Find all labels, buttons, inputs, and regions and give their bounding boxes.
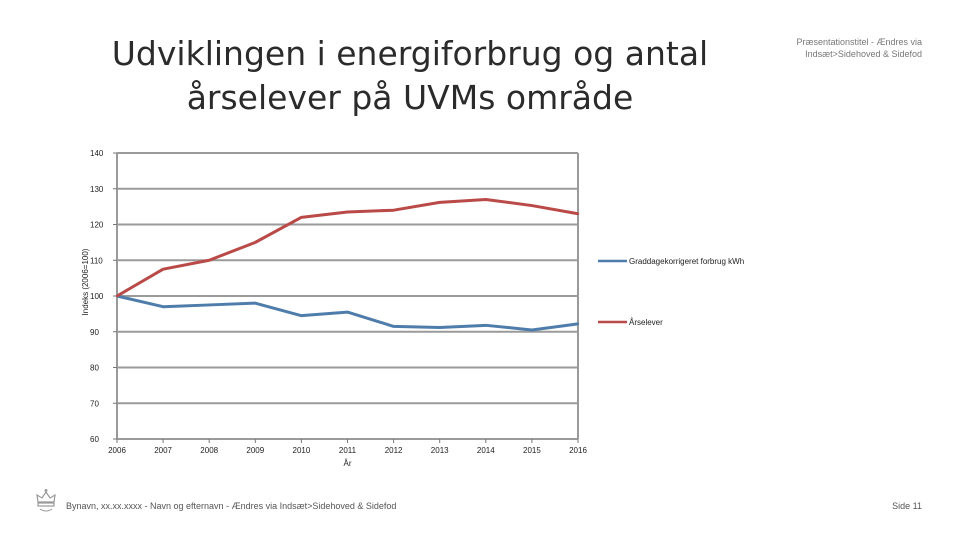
y-tick-label: 90 <box>90 328 99 337</box>
data-point <box>208 259 211 262</box>
header-note-line2: Indsæt>Sidehoved & Sidefod <box>805 49 922 59</box>
x-tick-label: 2013 <box>431 446 449 455</box>
x-tick-label: 2008 <box>200 446 218 455</box>
data-point <box>208 303 211 307</box>
header-note: Præsentationstitel - Ændres via Indsæt>S… <box>742 36 922 60</box>
page-number: Side 11 <box>892 501 922 511</box>
x-tick-label: 2011 <box>339 446 357 455</box>
chart-grid <box>116 152 579 440</box>
data-point <box>161 267 165 271</box>
slide-title-line1: Udviklingen i energiforbrug og antal <box>111 34 709 73</box>
data-point <box>300 314 303 317</box>
x-axis-title: År <box>344 459 352 468</box>
chart-axes: 60 70 80 90 100 110 120 130 140 2006 2007 2008 2009 2… <box>90 149 587 455</box>
x-tick-label: 2014 <box>477 446 495 455</box>
data-point <box>438 201 441 204</box>
crown-icon <box>36 489 56 512</box>
data-point <box>346 310 349 314</box>
data-point <box>484 198 487 201</box>
y-tick-label: 140 <box>90 149 104 158</box>
y-tick-label: 120 <box>90 221 104 230</box>
y-tick-label: 80 <box>90 364 99 373</box>
x-tick-label: 2010 <box>293 446 311 455</box>
footer-text: Bynavn, xx.xx.xxxx - Navn og efternavn -… <box>66 501 397 511</box>
data-point <box>161 305 165 308</box>
data-point <box>392 325 395 328</box>
legend-label-0: Graddagekorrigeret forbrug kWh <box>629 257 744 266</box>
data-point <box>438 326 441 329</box>
x-tick-label: 2012 <box>385 446 403 455</box>
slide-title: Udviklingen i energiforbrug og antal års… <box>60 32 760 120</box>
y-tick-label: 70 <box>90 399 99 408</box>
x-tick-label: 2015 <box>523 446 541 455</box>
y-axis-title: Indeks (2006=100) <box>81 248 90 315</box>
data-point <box>484 324 487 327</box>
data-point <box>392 209 395 212</box>
data-point <box>530 328 534 332</box>
data-point <box>254 301 257 305</box>
data-point <box>576 212 580 215</box>
x-tick-label: 2016 <box>569 446 587 455</box>
legend-label-1: Årselever <box>629 318 663 327</box>
y-tick-label: 130 <box>90 185 104 194</box>
data-point <box>254 241 257 244</box>
chart-legend: Graddagekorrigeret forbrug kWh Årselever <box>598 257 744 327</box>
data-point <box>530 204 534 207</box>
y-tick-label: 60 <box>90 435 99 444</box>
series-line-1 <box>116 197 579 298</box>
data-point <box>300 216 303 219</box>
data-point <box>115 294 119 298</box>
header-note-line1: Præsentationstitel - Ændres via <box>796 37 922 47</box>
x-tick-label: 2006 <box>108 446 126 455</box>
data-point <box>576 322 580 326</box>
data-point <box>346 210 349 214</box>
slide-title-line2: årselever på UVMs område <box>186 78 634 117</box>
x-tick-label: 2009 <box>246 446 264 455</box>
y-tick-label: 110 <box>90 256 103 265</box>
y-tick-label: 100 <box>90 292 104 301</box>
chart-series <box>115 197 580 332</box>
x-tick-label: 2007 <box>154 446 172 455</box>
